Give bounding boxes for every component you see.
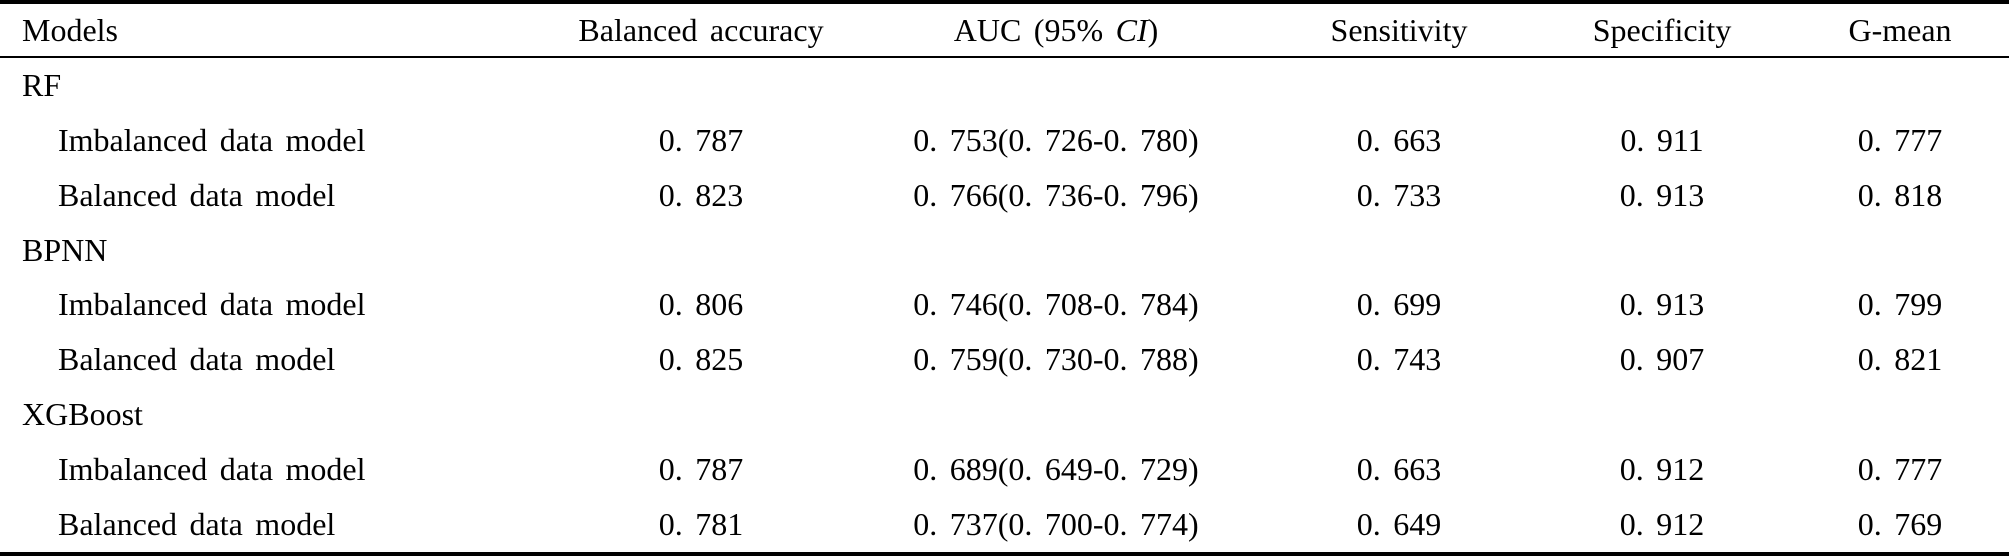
specificity-cell: 0. 907	[1619, 341, 1705, 378]
specificity-cell: 0. 911	[1620, 121, 1704, 158]
balanced-accuracy-cell: 0. 781	[658, 506, 744, 542]
balanced-accuracy-cell: 0. 823	[658, 176, 744, 213]
sensitivity-cell: 0. 743	[1356, 341, 1442, 378]
sensitivity-cell: 0. 663	[1356, 121, 1442, 158]
gmean-cell: 0. 777	[1857, 121, 1943, 158]
empty-cell	[847, 387, 1265, 442]
model-group-row-bpnn: BPNN	[0, 223, 2009, 278]
row-label: Balanced data model	[58, 341, 336, 378]
empty-cell	[1265, 223, 1533, 278]
specificity-cell: 0. 912	[1619, 506, 1705, 542]
row-label: Imbalanced data model	[58, 121, 366, 158]
auc-cell: 0. 759(0. 730-0. 788)	[913, 341, 1199, 378]
model-row-xgboost-imbalanced: Imbalanced data model 0. 787 0. 689(0. 6…	[0, 442, 2009, 497]
row-label: Imbalanced data model	[58, 451, 366, 488]
empty-cell	[847, 57, 1265, 113]
sensitivity-cell: 0. 733	[1356, 176, 1442, 213]
auc-header-ci-italic: CI	[1115, 11, 1148, 48]
auc-cell: 0. 689(0. 649-0. 729)	[913, 451, 1199, 488]
empty-cell	[555, 57, 847, 113]
col-header-models: Models	[22, 11, 118, 48]
model-row-bpnn-balanced: Balanced data model 0. 825 0. 759(0. 730…	[0, 332, 2009, 387]
col-header-balanced-accuracy: Balanced accuracy	[578, 11, 824, 48]
header-row: Models Balanced accuracy AUC (95% CI) Se…	[0, 2, 2009, 57]
group-label: RF	[22, 66, 62, 103]
auc-cell: 0. 746(0. 708-0. 784)	[913, 286, 1199, 323]
empty-cell	[1533, 57, 1791, 113]
model-row-rf-balanced: Balanced data model 0. 823 0. 766(0. 736…	[0, 168, 2009, 223]
sensitivity-cell: 0. 663	[1356, 451, 1442, 488]
balanced-accuracy-cell: 0. 787	[658, 121, 744, 158]
gmean-cell: 0. 769	[1857, 506, 1943, 542]
auc-header-close-paren: )	[1147, 11, 1159, 48]
empty-cell	[1533, 223, 1791, 278]
specificity-cell: 0. 912	[1619, 451, 1705, 488]
col-header-sensitivity: Sensitivity	[1330, 11, 1468, 48]
auc-cell: 0. 737(0. 700-0. 774)	[913, 506, 1199, 542]
sensitivity-cell: 0. 699	[1356, 286, 1442, 323]
row-label: Balanced data model	[58, 506, 336, 542]
empty-cell	[1265, 387, 1533, 442]
specificity-cell: 0. 913	[1619, 286, 1705, 323]
sensitivity-cell: 0. 649	[1356, 506, 1442, 542]
model-group-row-xgboost: XGBoost	[0, 387, 2009, 442]
row-label: Imbalanced data model	[58, 286, 366, 323]
empty-cell	[1533, 387, 1791, 442]
auc-header-text: AUC (95%	[953, 11, 1116, 48]
gmean-cell: 0. 821	[1857, 341, 1943, 378]
balanced-accuracy-cell: 0. 806	[658, 286, 744, 323]
empty-cell	[555, 223, 847, 278]
gmean-cell: 0. 799	[1857, 286, 1943, 323]
col-header-auc: AUC (95% CI)	[847, 2, 1265, 57]
group-label: XGBoost	[22, 396, 143, 433]
model-group-row-rf: RF	[0, 57, 2009, 113]
balanced-accuracy-cell: 0. 825	[658, 341, 744, 378]
empty-cell	[1791, 57, 2009, 113]
gmean-cell: 0. 818	[1857, 176, 1943, 213]
balanced-accuracy-cell: 0. 787	[658, 451, 744, 488]
group-label: BPNN	[22, 231, 108, 268]
gmean-cell: 0. 777	[1857, 451, 1943, 488]
empty-cell	[555, 387, 847, 442]
auc-cell: 0. 753(0. 726-0. 780)	[913, 121, 1199, 158]
empty-cell	[1791, 387, 2009, 442]
row-label: Balanced data model	[58, 176, 336, 213]
col-header-gmean: G-mean	[1848, 11, 1952, 48]
model-row-rf-imbalanced: Imbalanced data model 0. 787 0. 753(0. 7…	[0, 113, 2009, 168]
model-row-bpnn-imbalanced: Imbalanced data model 0. 806 0. 746(0. 7…	[0, 278, 2009, 333]
col-header-specificity: Specificity	[1592, 11, 1732, 48]
empty-cell	[847, 223, 1265, 278]
empty-cell	[1265, 57, 1533, 113]
auc-cell: 0. 766(0. 736-0. 796)	[913, 176, 1199, 213]
model-row-xgboost-balanced: Balanced data model 0. 781 0. 737(0. 700…	[0, 497, 2009, 554]
specificity-cell: 0. 913	[1619, 176, 1705, 213]
empty-cell	[1791, 223, 2009, 278]
